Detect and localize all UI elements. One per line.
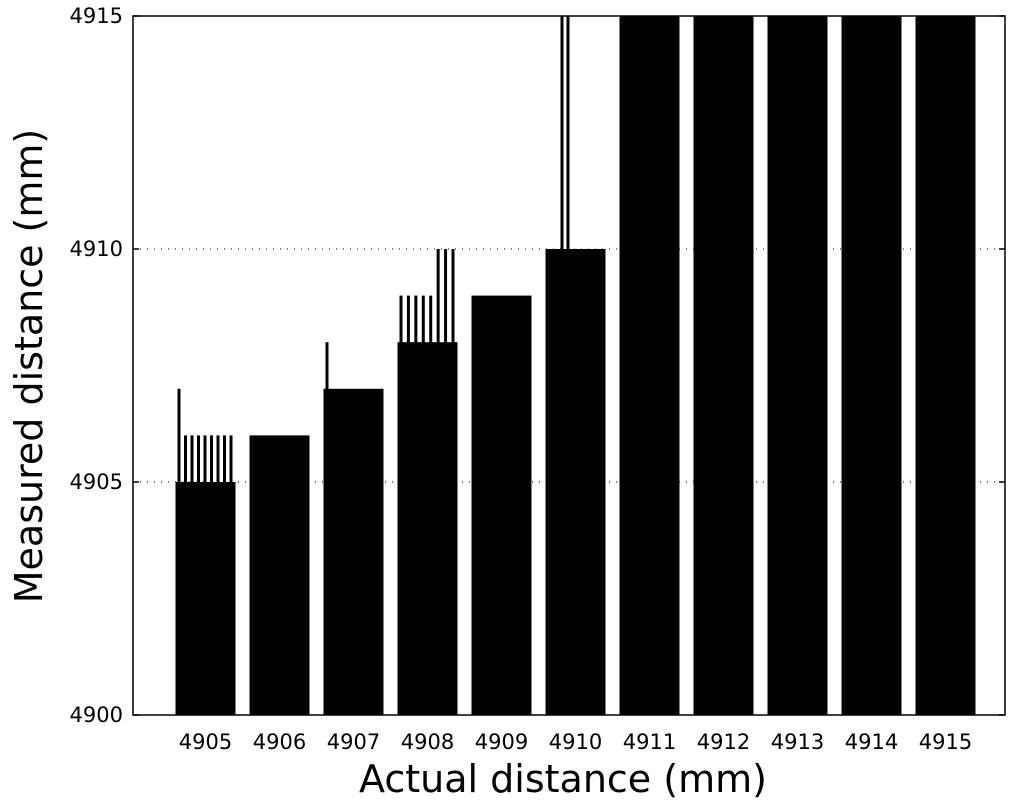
spike <box>399 295 403 715</box>
bar-4909 <box>471 295 532 715</box>
y-tick-label: 4900 <box>70 703 123 727</box>
spike <box>566 16 570 715</box>
spike <box>190 435 194 715</box>
spike <box>223 435 226 715</box>
bar-4906 <box>249 435 310 715</box>
bar-4912 <box>693 16 754 715</box>
spike <box>444 249 448 715</box>
x-tick-label: 4906 <box>253 730 306 754</box>
bar-4915 <box>915 16 976 715</box>
x-tick-label: 4914 <box>845 730 898 754</box>
x-tick-label: 4909 <box>475 730 528 754</box>
plot-frame <box>132 15 1006 716</box>
spike <box>406 295 410 715</box>
spike <box>203 435 207 715</box>
x-tick-label: 4911 <box>623 730 676 754</box>
x-tick-label: 4907 <box>327 730 380 754</box>
x-tick-label: 4915 <box>919 730 972 754</box>
x-tick-label: 4910 <box>549 730 602 754</box>
bar-4910 <box>545 249 606 715</box>
spike <box>560 16 564 715</box>
y-axis-label: Measured distance (mm) <box>7 129 51 603</box>
bar-4913 <box>767 16 828 715</box>
spike <box>414 295 418 715</box>
spike <box>229 435 233 715</box>
x-tick-label: 4912 <box>697 730 750 754</box>
spike <box>177 388 181 715</box>
x-axis-label: Actual distance (mm) <box>359 757 767 801</box>
spike <box>451 249 455 715</box>
spike <box>216 435 220 715</box>
spike <box>184 435 187 715</box>
spike <box>325 342 329 715</box>
bar-4914 <box>841 16 902 715</box>
x-axis-ticks: 4905 4906 4907 4908 4909 4910 4911 4912 4913 4914… <box>179 709 972 754</box>
spike <box>421 295 425 715</box>
bar-4907 <box>323 388 384 715</box>
y-axis-ticks: 4900 4905 4910 4915 <box>70 4 1005 727</box>
bar-4911 <box>619 16 680 715</box>
y-tick-label: 4910 <box>70 237 123 261</box>
bar-4908 <box>397 342 458 715</box>
x-tick-label: 4908 <box>401 730 454 754</box>
spike <box>210 435 213 715</box>
spike <box>429 295 433 715</box>
x-tick-label: 4913 <box>771 730 824 754</box>
spikes <box>177 16 570 715</box>
spike <box>197 435 200 715</box>
y-tick-label: 4905 <box>70 470 123 494</box>
y-tick-label: 4915 <box>70 4 123 28</box>
spike <box>436 249 440 715</box>
x-tick-label: 4905 <box>179 730 232 754</box>
